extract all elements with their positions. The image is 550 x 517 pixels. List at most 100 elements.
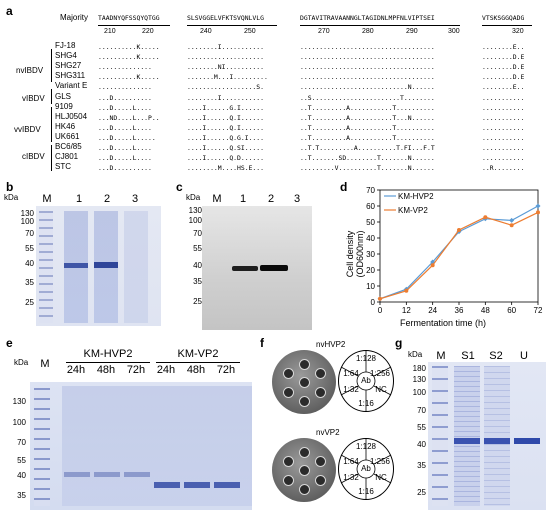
- blot-c-kda-label: kDa: [186, 193, 201, 202]
- gel-e-time-1: 24h: [66, 364, 86, 376]
- blot-c-lane-2: 2: [267, 193, 275, 205]
- sequence-segment: ........M....HS.E...: [187, 164, 264, 173]
- sequence-segment: ...........: [482, 123, 525, 132]
- sequence-segment: ...........: [482, 103, 533, 112]
- gel-g-lane-m: M: [436, 350, 446, 362]
- gel-e-group-vp2: KM-VP2: [177, 348, 219, 360]
- sequence-segment: ..........K.....: [98, 73, 160, 82]
- agar-well: [315, 475, 326, 486]
- gel-e-marker-70: 70: [17, 438, 26, 447]
- gel-e-panel: kDa M KM-HVP2 KM-VP2 24h 48h 72h 24h 48h…: [0, 336, 258, 516]
- agar-f-bottom-sector-6: 1:64: [343, 457, 359, 466]
- blot-c-marker-40: 40: [193, 261, 202, 270]
- gel-e-ladder: [34, 388, 50, 506]
- sequence-segment: ...ND....L...P..: [98, 113, 160, 122]
- sequence-segment: ........I...........: [187, 43, 264, 51]
- group-label-vibdv: vIBDV: [22, 94, 45, 103]
- ruler-line-1: [98, 25, 170, 26]
- chart-d-legend-1: KM-HVP2: [398, 192, 434, 201]
- agar-f-top-sector-3: NC: [375, 385, 387, 394]
- sequence-segment: ..........K.....: [98, 53, 160, 62]
- agar-well: [315, 456, 326, 467]
- gel-b-marker-40: 40: [25, 259, 34, 268]
- sequence-segment: ..T.T.........A..........T.FI...F.T: [300, 144, 435, 152]
- gel-g-marker-130: 130: [412, 375, 426, 384]
- agar-f-bottom-sector-3: NC: [375, 473, 387, 482]
- blot-c-marker-130: 130: [188, 206, 202, 215]
- sequence-segment: ........D.E: [482, 63, 525, 72]
- agar-well: [299, 359, 310, 370]
- sequence-segment: ...D.....L.....: [98, 133, 156, 142]
- agar-well: [299, 447, 310, 458]
- sequence-segment: ........D.E: [482, 73, 525, 82]
- gel-g-lane-s2: S2: [489, 350, 503, 362]
- ruler-line-4: [482, 25, 532, 26]
- sequence-segment: ..R........: [482, 164, 525, 173]
- sequence-segment: ...D.....L....: [98, 103, 152, 112]
- tick-240: 240: [200, 28, 212, 35]
- gel-b-marker-100: 100: [20, 217, 34, 226]
- sequence-segment: ..T.........A...........T..........: [300, 123, 435, 132]
- sequence-segment: ...........: [482, 144, 525, 152]
- blot-c-lane-m: M: [212, 193, 222, 205]
- gel-g-panel: kDa M S1 S2 U 180 130 100 70 55 40 35 25: [394, 336, 550, 516]
- panel-letter-d: d: [340, 180, 348, 194]
- x-tick-label: 60: [507, 306, 516, 315]
- agar-f-top-sector-2: 1:256: [369, 369, 391, 378]
- gel-e-group-hvp2: KM-HVP2: [83, 348, 133, 360]
- agar-well: [299, 396, 310, 407]
- majority-label: Majority: [60, 13, 89, 22]
- gel-e-time-4: 24h: [156, 364, 176, 376]
- gel-g-kda-label: kDa: [408, 350, 423, 359]
- consensus-block-2: SLSVGGELVFKTSVQNLVLG: [187, 14, 264, 22]
- chart-d-legend-2: KM-VP2: [398, 206, 428, 215]
- gel-g-band-s1: [454, 438, 480, 444]
- panel-letter-b: b: [6, 180, 14, 194]
- strain-name: SHG27: [55, 61, 82, 71]
- gel-e-time-6: 72h: [216, 364, 236, 376]
- ruler-line-2: [187, 25, 277, 26]
- tick-210: 210: [104, 28, 116, 35]
- sequence-segment: ...D.....L....: [98, 144, 152, 152]
- panel-letter-a: a: [6, 4, 13, 18]
- series-1-point: [535, 203, 541, 209]
- series-line-2: [379, 211, 539, 300]
- sequence-segment: ...D..........: [98, 164, 152, 173]
- sequence-segment: ...........: [482, 133, 525, 142]
- group-bracket-cibdv: [51, 145, 52, 171]
- tick-300: 300: [448, 28, 460, 35]
- gel-e-band-6: [214, 482, 240, 488]
- agar-f-top-title: nvHVP2: [316, 340, 346, 349]
- gel-g-lane-s1-smear: [454, 366, 480, 506]
- gel-g-lane-s2-smear: [484, 366, 510, 506]
- series-2-point: [404, 288, 409, 293]
- group-bracket-nvibdv: [51, 49, 52, 82]
- sequence-segment: .......M...I.........: [187, 73, 268, 82]
- sequence-segment: ...D.....L....: [98, 154, 152, 163]
- tick-270: 270: [318, 28, 330, 35]
- y-tick-label: 70: [366, 186, 375, 195]
- blot-c-panel: kDa M 1 2 3 130 100 70 55 40 35 25: [172, 180, 337, 330]
- sequence-segment: ........D.E: [482, 53, 525, 62]
- panel-letter-e: e: [6, 336, 13, 350]
- x-tick-label: 72: [534, 306, 543, 315]
- sequence-segment: ..T.......SD........T.......N......: [300, 154, 435, 163]
- gel-b-lane-3: 3: [131, 193, 139, 205]
- sequence-segment: ...................................: [300, 53, 435, 62]
- agar-f-bottom-sector-1: 1:128: [355, 442, 377, 451]
- gel-b-lane-1: 1: [75, 193, 83, 205]
- sequence-segment: ........E..: [482, 43, 525, 51]
- gel-e-marker-130: 130: [12, 397, 26, 406]
- agar-well: [299, 484, 310, 495]
- gel-e-marker-100: 100: [12, 418, 26, 427]
- sequence-segment: ...D.....L....: [98, 123, 152, 132]
- tick-220: 220: [142, 28, 154, 35]
- series-2-point: [457, 228, 461, 232]
- agar-f-bottom-sector-4: 1:16: [358, 487, 374, 496]
- group-label-cibdv: cIBDV: [22, 152, 45, 161]
- agar-well: [299, 465, 310, 476]
- agar-f-bottom-sector-2: 1:256: [369, 457, 391, 466]
- agar-f-bottom-key-lines: [340, 439, 392, 499]
- sequence-segment: ....I......Q.I......: [187, 113, 264, 122]
- sequence-segment: ........E..: [482, 83, 525, 92]
